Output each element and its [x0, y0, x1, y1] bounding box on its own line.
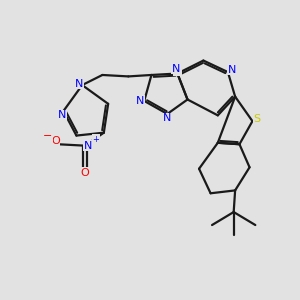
Text: N: N — [173, 65, 182, 75]
Text: N: N — [74, 79, 83, 88]
Text: N: N — [58, 110, 66, 120]
Text: N: N — [84, 141, 92, 151]
Text: N: N — [136, 96, 144, 106]
Text: −: − — [43, 131, 52, 141]
Text: O: O — [81, 167, 89, 178]
Text: S: S — [253, 114, 260, 124]
Text: N: N — [163, 113, 172, 123]
Text: N: N — [172, 64, 180, 74]
Text: O: O — [51, 136, 60, 146]
Text: +: + — [93, 135, 100, 144]
Text: N: N — [228, 65, 236, 75]
